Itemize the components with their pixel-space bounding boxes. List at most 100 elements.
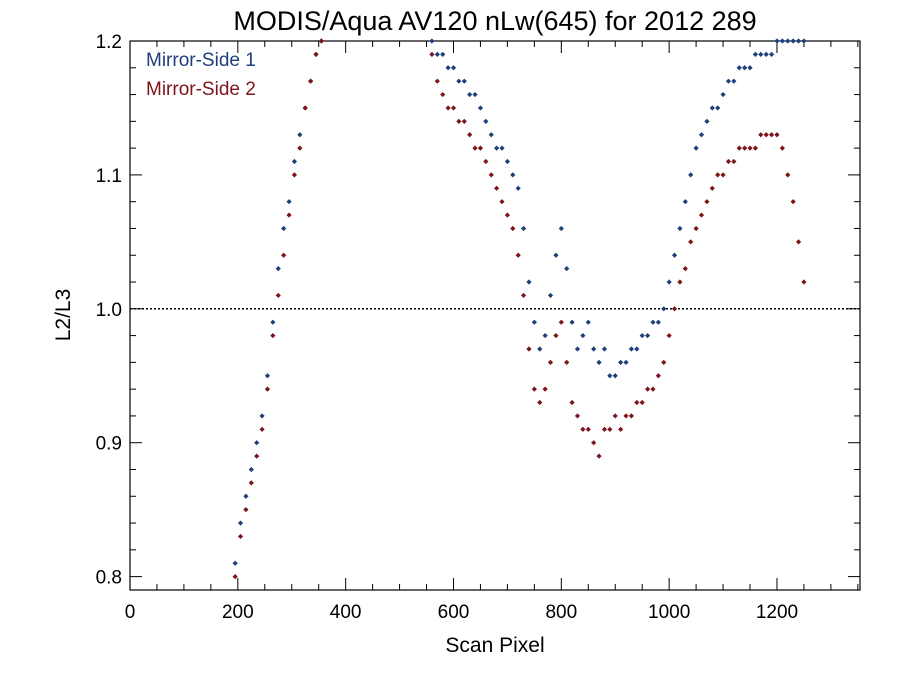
x-tick-label: 1000 <box>648 602 690 623</box>
legend-entry-mirror-side-2: Mirror-Side 2 <box>146 79 256 100</box>
data-point-mirror-side-1 <box>790 38 796 44</box>
data-point-mirror-side-2 <box>758 132 764 138</box>
data-point-mirror-side-1 <box>510 172 516 178</box>
data-point-mirror-side-1 <box>580 332 586 339</box>
data-point-mirror-side-1 <box>237 520 244 526</box>
data-point-mirror-side-1 <box>553 252 559 258</box>
data-point-mirror-side-1 <box>709 105 715 111</box>
data-point-mirror-side-1 <box>623 359 629 365</box>
data-point-mirror-side-1 <box>520 225 527 232</box>
data-point-mirror-side-1 <box>618 359 624 365</box>
data-point-mirror-side-2 <box>720 172 726 178</box>
data-point-mirror-side-2 <box>580 426 586 432</box>
data-point-mirror-side-2 <box>264 386 271 392</box>
data-point-mirror-side-1 <box>456 78 462 84</box>
data-point-mirror-side-1 <box>639 332 645 339</box>
data-point-mirror-side-2 <box>440 91 446 98</box>
data-point-mirror-side-2 <box>693 225 699 232</box>
data-point-mirror-side-2 <box>494 185 500 191</box>
data-point-mirror-side-2 <box>682 266 688 272</box>
data-point-mirror-side-2 <box>725 158 732 165</box>
data-point-mirror-side-2 <box>477 145 484 151</box>
data-point-mirror-side-1 <box>752 51 759 57</box>
data-point-mirror-side-2 <box>601 426 608 432</box>
data-point-mirror-side-1 <box>747 65 753 71</box>
data-point-mirror-side-2 <box>607 426 613 432</box>
data-point-mirror-side-1 <box>434 51 440 57</box>
x-axis-ticks: 0 200 400 600 800 1000 1200 <box>125 41 859 623</box>
data-point-mirror-side-1 <box>494 145 500 151</box>
y-tick-label: 1.0 <box>96 300 122 321</box>
data-point-mirror-side-2 <box>574 413 581 419</box>
data-point-mirror-side-2 <box>318 38 324 44</box>
data-point-mirror-side-1 <box>542 332 548 339</box>
data-point-mirror-side-1 <box>291 158 298 165</box>
data-point-mirror-side-2 <box>715 172 721 178</box>
data-point-mirror-side-2 <box>472 145 478 151</box>
data-point-mirror-side-1 <box>232 560 238 566</box>
data-point-mirror-side-1 <box>537 346 543 352</box>
data-point-mirror-side-1 <box>259 413 265 419</box>
plot-frame <box>129 40 861 591</box>
data-point-mirror-side-2 <box>526 346 532 352</box>
data-point-mirror-side-1 <box>785 38 791 44</box>
data-point-mirror-side-1 <box>477 105 484 111</box>
data-point-mirror-side-2 <box>275 292 281 299</box>
data-point-mirror-side-1 <box>472 91 478 98</box>
data-point-mirror-side-1 <box>569 319 575 325</box>
data-point-mirror-side-2 <box>434 78 440 84</box>
data-point-mirror-side-1 <box>763 51 769 57</box>
data-point-mirror-side-2 <box>547 359 554 365</box>
data-point-mirror-side-2 <box>639 399 645 406</box>
data-point-mirror-side-1 <box>736 65 742 71</box>
data-point-mirror-side-1 <box>526 279 532 285</box>
data-point-mirror-side-1 <box>655 319 661 325</box>
data-point-mirror-side-1 <box>547 292 554 299</box>
data-point-mirror-side-1 <box>698 132 705 138</box>
data-point-mirror-side-1 <box>515 185 521 191</box>
data-point-mirror-side-1 <box>779 38 785 44</box>
data-point-mirror-side-2 <box>634 399 640 406</box>
data-point-mirror-side-1 <box>607 373 613 379</box>
data-point-mirror-side-2 <box>259 426 265 432</box>
data-point-mirror-side-1 <box>264 373 271 379</box>
y-axis-label: L2/L3 <box>52 289 75 342</box>
data-point-mirror-side-2 <box>232 574 238 580</box>
y-tick-label: 1.1 <box>96 166 122 187</box>
data-point-mirror-side-2 <box>801 279 807 285</box>
data-point-mirror-side-1 <box>725 78 732 84</box>
data-point-mirror-side-2 <box>456 118 462 124</box>
data-point-mirror-side-2 <box>591 440 597 446</box>
data-point-mirror-side-1 <box>612 373 618 379</box>
data-point-mirror-side-2 <box>467 132 473 138</box>
data-point-mirror-side-1 <box>601 346 608 352</box>
data-point-mirror-side-2 <box>564 359 570 365</box>
data-point-mirror-side-1 <box>585 319 591 325</box>
data-point-mirror-side-2 <box>488 172 494 178</box>
x-tick-label: 800 <box>545 602 577 623</box>
data-point-mirror-side-2 <box>666 332 672 339</box>
x-axis-label: Scan Pixel <box>445 634 544 657</box>
data-point-mirror-side-2 <box>510 225 516 232</box>
data-point-mirror-side-2 <box>704 199 710 205</box>
data-point-mirror-side-1 <box>488 132 494 138</box>
data-point-mirror-side-1 <box>483 118 489 124</box>
data-point-mirror-side-1 <box>275 266 281 272</box>
data-point-mirror-side-2 <box>429 51 435 57</box>
data-point-mirror-side-1 <box>574 346 581 352</box>
data-point-mirror-side-1 <box>628 346 635 352</box>
data-point-mirror-side-2 <box>612 413 618 419</box>
data-point-mirror-side-1 <box>682 199 688 205</box>
data-point-mirror-side-2 <box>569 399 575 406</box>
data-point-mirror-side-2 <box>302 105 308 111</box>
y-tick-label: 1.2 <box>96 32 122 53</box>
data-point-mirror-side-2 <box>709 185 715 191</box>
data-point-mirror-side-2 <box>752 145 759 151</box>
y-tick-label: 0.8 <box>96 568 122 589</box>
data-point-mirror-side-2 <box>504 212 511 218</box>
data-point-mirror-side-2 <box>553 332 559 339</box>
data-point-mirror-side-1 <box>429 38 435 44</box>
data-point-mirror-side-2 <box>237 533 244 540</box>
data-points <box>232 38 807 580</box>
